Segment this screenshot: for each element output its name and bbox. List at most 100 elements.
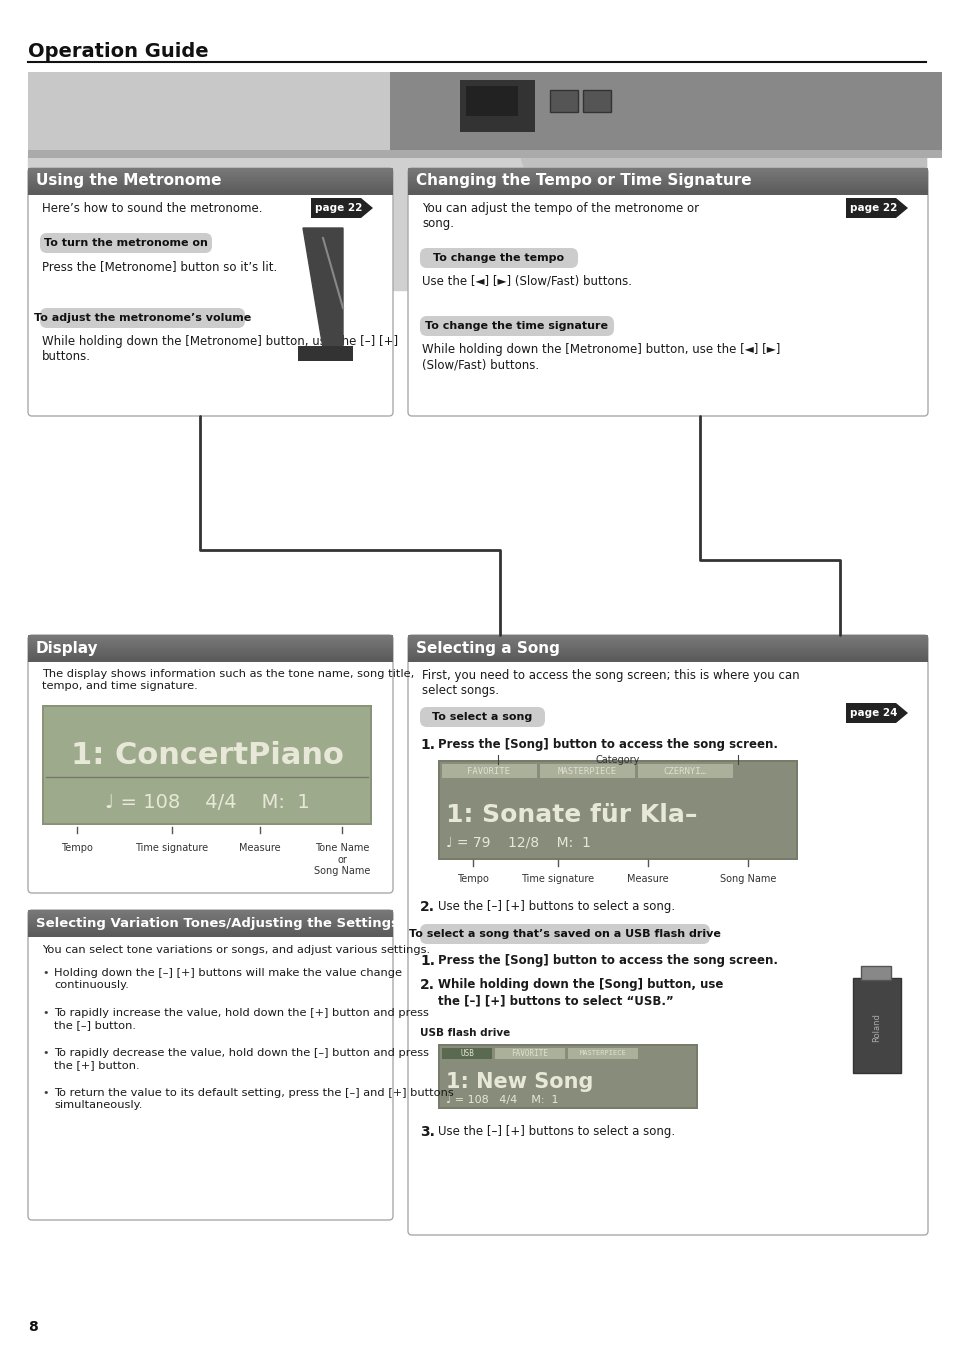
- Text: ♩ = 108   4/4    M:  1: ♩ = 108 4/4 M: 1: [446, 1095, 558, 1106]
- Bar: [408, 651, 927, 653]
- Bar: [408, 171, 927, 174]
- Text: ♩ = 79    12/8    M:  1: ♩ = 79 12/8 M: 1: [446, 836, 590, 849]
- Text: MASTERPIECE: MASTERPIECE: [579, 1050, 626, 1056]
- Bar: [408, 184, 927, 186]
- Bar: [495, 1048, 564, 1058]
- Text: Selecting a Song: Selecting a Song: [416, 640, 559, 656]
- Text: MASTERPIECE: MASTERPIECE: [557, 767, 616, 775]
- Bar: [408, 189, 927, 192]
- Bar: [408, 181, 927, 184]
- FancyBboxPatch shape: [408, 167, 927, 416]
- Bar: [408, 176, 927, 178]
- Bar: [28, 660, 393, 662]
- Text: CZERNYI…: CZERNYI…: [662, 767, 706, 775]
- Text: 2.: 2.: [419, 900, 435, 914]
- Bar: [390, 72, 941, 150]
- Polygon shape: [519, 155, 925, 400]
- Bar: [441, 764, 537, 778]
- Text: Use the [–] [+] buttons to select a song.: Use the [–] [+] buttons to select a song…: [437, 1125, 675, 1138]
- Text: Press the [Metronome] button so it’s lit.: Press the [Metronome] button so it’s lit…: [42, 261, 277, 273]
- Bar: [28, 910, 393, 913]
- Bar: [408, 185, 927, 188]
- Bar: [28, 933, 393, 936]
- Text: Press the [Song] button to access the song screen.: Press the [Song] button to access the so…: [437, 738, 778, 751]
- Bar: [408, 643, 927, 645]
- Text: page 22: page 22: [314, 202, 362, 213]
- Bar: [459, 80, 535, 132]
- Bar: [408, 653, 927, 656]
- Text: Roland: Roland: [872, 1014, 881, 1042]
- Bar: [28, 185, 393, 188]
- Bar: [638, 764, 732, 778]
- Bar: [28, 919, 393, 922]
- Bar: [297, 346, 353, 360]
- FancyBboxPatch shape: [28, 167, 393, 416]
- Text: ♩ = 108    4/4    M:  1: ♩ = 108 4/4 M: 1: [105, 792, 309, 811]
- Text: You can adjust the tempo of the metronome or
song.: You can adjust the tempo of the metronom…: [421, 202, 699, 230]
- Bar: [28, 182, 393, 185]
- Bar: [28, 914, 393, 917]
- Text: Song Name: Song Name: [720, 873, 776, 884]
- Bar: [28, 639, 393, 641]
- Polygon shape: [303, 228, 343, 348]
- Bar: [28, 915, 393, 918]
- Text: 1.: 1.: [419, 738, 435, 752]
- Bar: [408, 652, 927, 655]
- Text: Category: Category: [596, 755, 639, 765]
- Bar: [28, 930, 393, 933]
- Bar: [439, 1046, 696, 1107]
- Bar: [42, 705, 372, 825]
- Bar: [28, 659, 393, 660]
- Bar: [28, 657, 393, 659]
- Text: •: •: [42, 1048, 49, 1058]
- Bar: [28, 648, 393, 651]
- Bar: [437, 760, 797, 860]
- Text: Using the Metronome: Using the Metronome: [36, 174, 221, 189]
- Text: Operation Guide: Operation Guide: [28, 42, 209, 61]
- Bar: [441, 1048, 492, 1058]
- Bar: [852, 977, 900, 1073]
- Text: Selecting Variation Tones/Adjusting the Settings: Selecting Variation Tones/Adjusting the …: [36, 917, 398, 930]
- Bar: [408, 636, 927, 639]
- Bar: [28, 636, 393, 639]
- Bar: [567, 1048, 638, 1058]
- Bar: [408, 649, 927, 652]
- Bar: [28, 150, 941, 158]
- Text: 1: Sonate für Kla–: 1: Sonate für Kla–: [446, 803, 697, 828]
- Bar: [408, 648, 927, 651]
- FancyBboxPatch shape: [419, 707, 544, 728]
- Bar: [28, 180, 393, 182]
- FancyArrow shape: [311, 198, 373, 217]
- Bar: [408, 660, 927, 662]
- Text: 8: 8: [28, 1320, 38, 1334]
- Bar: [28, 921, 393, 922]
- Text: Tone Name
or
Song Name: Tone Name or Song Name: [314, 842, 370, 876]
- Bar: [28, 167, 393, 170]
- Bar: [28, 934, 393, 937]
- Bar: [28, 181, 393, 184]
- Bar: [28, 651, 393, 653]
- Bar: [28, 913, 393, 915]
- Bar: [28, 184, 393, 186]
- Text: To select a song: To select a song: [432, 711, 532, 722]
- Text: •: •: [42, 1088, 49, 1098]
- FancyBboxPatch shape: [28, 634, 393, 892]
- Bar: [408, 167, 927, 170]
- Bar: [28, 930, 393, 932]
- Bar: [44, 707, 370, 823]
- Bar: [408, 174, 927, 177]
- Text: To change the tempo: To change the tempo: [433, 252, 564, 263]
- Text: Changing the Tempo or Time Signature: Changing the Tempo or Time Signature: [416, 174, 751, 189]
- Bar: [28, 925, 393, 926]
- Text: 2.: 2.: [419, 977, 435, 992]
- Bar: [28, 649, 393, 652]
- Bar: [28, 656, 393, 657]
- Text: To rapidly decrease the value, hold down the [–] button and press
the [+] button: To rapidly decrease the value, hold down…: [54, 1048, 429, 1069]
- Text: While holding down the [Metronome] button, use the [◄] [►]
(Slow/Fast) buttons.: While holding down the [Metronome] butto…: [421, 343, 780, 371]
- Bar: [408, 637, 927, 640]
- Text: •: •: [42, 1008, 49, 1018]
- Bar: [550, 90, 578, 112]
- Bar: [28, 923, 393, 925]
- Bar: [408, 182, 927, 185]
- Bar: [408, 634, 927, 637]
